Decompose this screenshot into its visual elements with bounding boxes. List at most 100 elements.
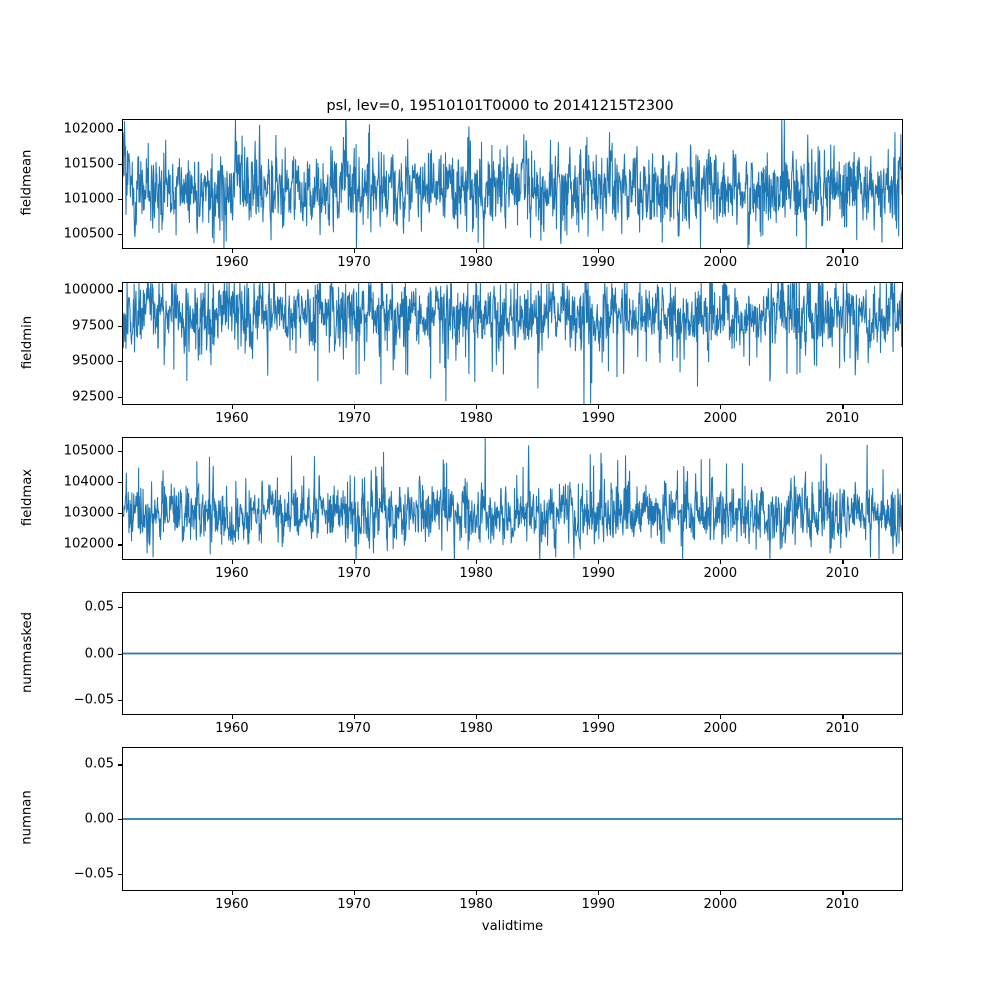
x-tick-label: 1980 — [459, 566, 493, 581]
y-tick-mark — [118, 653, 122, 655]
y-tick-label: 101000 — [63, 191, 114, 207]
series-line-nummasked — [123, 593, 902, 714]
y-tick-label: −0.05 — [73, 866, 114, 882]
x-tick-label: 1960 — [215, 411, 249, 426]
x-tick-label: 1970 — [337, 897, 371, 912]
y-tick-mark — [118, 164, 122, 166]
x-tick-label: 1980 — [459, 721, 493, 736]
x-tick-mark — [598, 249, 600, 253]
x-tick-label: 2000 — [703, 255, 738, 270]
x-tick-mark — [476, 405, 478, 409]
x-tick-mark — [231, 891, 233, 895]
plot-panel-fieldmean — [122, 119, 903, 249]
x-tick-label: 1960 — [215, 897, 249, 912]
x-tick-mark — [598, 405, 600, 409]
y-axis-label-fieldmean: fieldmean — [19, 149, 35, 216]
y-tick-label: 0.05 — [84, 599, 114, 615]
y-axis-label-numnan: numnan — [19, 790, 35, 845]
y-tick-label: −0.05 — [73, 692, 114, 708]
y-tick-mark — [118, 873, 122, 875]
x-tick-label: 1970 — [337, 411, 371, 426]
x-tick-mark — [231, 405, 233, 409]
y-tick-label: 102000 — [63, 536, 114, 552]
y-tick-label: 103000 — [63, 505, 114, 521]
x-tick-label: 1960 — [215, 255, 249, 270]
figure-title: psl, lev=0, 19510101T0000 to 20141215T23… — [326, 97, 674, 114]
series-path — [123, 120, 902, 248]
y-tick-mark — [118, 482, 122, 484]
x-tick-label: 1970 — [337, 721, 371, 736]
series-line-numnan — [123, 748, 902, 890]
x-tick-mark — [842, 405, 844, 409]
x-tick-mark — [231, 249, 233, 253]
x-tick-label: 1990 — [581, 411, 615, 426]
y-tick-mark — [118, 290, 122, 292]
y-tick-mark — [118, 361, 122, 363]
y-tick-mark — [118, 819, 122, 821]
x-tick-mark — [476, 560, 478, 564]
x-tick-label: 2000 — [703, 897, 738, 912]
y-tick-mark — [118, 764, 122, 766]
x-tick-mark — [354, 891, 356, 895]
x-tick-mark — [231, 560, 233, 564]
x-tick-mark — [720, 715, 722, 719]
x-tick-mark — [720, 249, 722, 253]
x-tick-label: 1980 — [459, 897, 493, 912]
y-tick-label: 102000 — [63, 121, 114, 137]
y-tick-label: 0.00 — [84, 811, 114, 827]
x-tick-label: 2010 — [825, 255, 860, 270]
y-tick-label: 101500 — [63, 156, 114, 172]
y-tick-label: 104000 — [63, 474, 114, 490]
x-tick-label: 1960 — [215, 721, 249, 736]
y-tick-mark — [118, 606, 122, 608]
x-tick-label: 1990 — [581, 897, 615, 912]
x-tick-mark — [720, 405, 722, 409]
x-tick-label: 1990 — [581, 255, 615, 270]
y-tick-mark — [118, 129, 122, 131]
plot-panel-nummasked — [122, 592, 903, 715]
x-tick-label: 1970 — [337, 566, 371, 581]
y-tick-mark — [118, 198, 122, 201]
series-line-fieldmax — [123, 438, 902, 559]
x-tick-mark — [476, 249, 478, 253]
x-tick-mark — [598, 715, 600, 719]
x-tick-label: 1980 — [459, 411, 493, 426]
y-tick-mark — [118, 325, 122, 327]
x-tick-label: 1970 — [337, 255, 371, 270]
x-tick-mark — [842, 891, 844, 895]
y-tick-mark — [118, 700, 122, 702]
x-tick-label: 2000 — [703, 566, 738, 581]
x-tick-mark — [354, 249, 356, 253]
x-tick-mark — [231, 715, 233, 719]
x-tick-label: 1990 — [581, 566, 615, 581]
y-axis-label-nummasked: nummasked — [19, 611, 35, 693]
y-tick-mark — [118, 544, 122, 546]
x-tick-label: 1990 — [581, 721, 615, 736]
x-tick-mark — [476, 891, 478, 895]
x-tick-mark — [720, 891, 722, 895]
y-tick-label: 97500 — [72, 318, 114, 334]
y-axis-label-fieldmin: fieldmin — [19, 315, 35, 369]
x-tick-label: 2000 — [703, 411, 738, 426]
y-tick-label: 100000 — [63, 282, 114, 298]
y-tick-label: 92500 — [72, 389, 114, 405]
y-tick-mark — [118, 233, 122, 235]
plot-panel-fieldmin — [122, 282, 903, 405]
x-tick-label: 1980 — [459, 255, 493, 270]
series-line-fieldmean — [123, 120, 902, 248]
y-tick-label: 95000 — [72, 353, 114, 369]
series-line-fieldmin — [123, 283, 902, 404]
y-tick-mark — [118, 513, 122, 515]
x-tick-mark — [354, 560, 356, 564]
y-tick-mark — [118, 451, 122, 453]
x-tick-mark — [842, 249, 844, 253]
x-tick-label: 2010 — [825, 897, 860, 912]
x-tick-mark — [842, 560, 844, 564]
x-tick-label: 1960 — [215, 566, 249, 581]
plot-panel-numnan — [122, 747, 903, 891]
series-path — [123, 283, 902, 404]
y-tick-label: 100500 — [63, 226, 114, 242]
y-axis-label-fieldmax: fieldmax — [19, 468, 35, 526]
y-tick-label: 0.00 — [84, 646, 114, 661]
